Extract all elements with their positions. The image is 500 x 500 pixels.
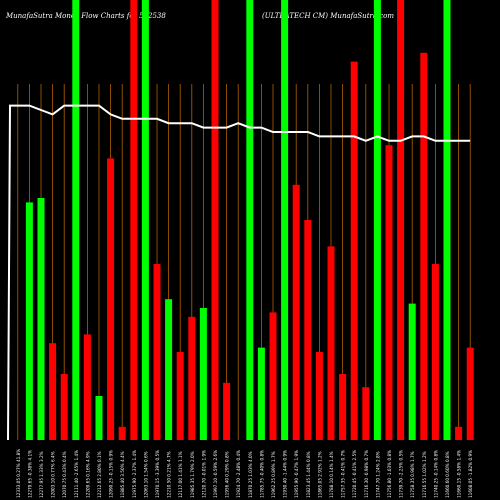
x-tick-label: 12070.75 0.43% 0.4% — [62, 451, 67, 498]
bar — [72, 0, 80, 440]
x-tick-label: 11870.25 1.03% 4.0% — [248, 451, 253, 498]
x-tick-label: 11924.70 -2.48% 0.4% — [236, 450, 241, 498]
x-tick-label: 12277.95 1.33% 3.2% — [39, 451, 44, 498]
x-tick-label: 12063.10 1.54% 0.6% — [143, 451, 148, 498]
x-tick-label: 11788.10 0.14% 1.4% — [329, 451, 334, 498]
bar — [165, 299, 173, 440]
x-tick-label: 11660.15 -0.58% 1.4% — [457, 450, 462, 498]
bars — [25, 0, 474, 441]
bar — [176, 352, 184, 440]
x-tick-label: 12090.25 -0.15% 0.9% — [109, 450, 114, 498]
x-tick-label: 11962.25 0.89% 1.7% — [271, 451, 276, 498]
bar — [223, 382, 231, 440]
x-tick-label: 12003.10 0.77% 6.4% — [51, 451, 56, 498]
bar — [315, 352, 323, 440]
x-tick-label: 11955.90 -0.47% 1.9% — [294, 450, 299, 498]
bar — [281, 0, 289, 440]
bar — [60, 374, 68, 440]
bar — [466, 347, 474, 440]
bar — [118, 426, 126, 440]
bar — [211, 0, 219, 440]
x-tick-label: 11885.40 3.50% 4.4% — [120, 451, 125, 498]
x-tick-label: 12279.65 -0.38% 4.1% — [27, 450, 32, 498]
x-tick-label: 11739.70 -2.25% 0.5% — [399, 450, 404, 498]
bar — [246, 0, 254, 440]
x-tick-label: 11660.60 0.60% 0.8% — [445, 451, 450, 498]
bar — [362, 387, 370, 440]
money-flow-line — [7, 104, 471, 441]
bar — [431, 264, 439, 440]
x-tick-label: 11608.05 -1.82% 0.9% — [468, 450, 473, 498]
x-tick-label: 12209.65 0.16% 4.9% — [85, 451, 90, 498]
x-tick-label: 11740.25 -0.14% 0.8% — [433, 450, 438, 498]
x-tick-label: 12111.40 -2.65% 1.4% — [74, 450, 79, 498]
bar — [199, 308, 207, 440]
bar — [420, 52, 428, 441]
x-tick-label: 11997.10 -0.59% 2.6% — [213, 450, 218, 498]
bar — [141, 0, 149, 440]
bar — [257, 347, 265, 440]
x-tick-label: 11930.40 -1.44% 0.9% — [283, 450, 288, 498]
bar — [385, 145, 393, 440]
x-tick-label: 11747.70 1.24% 2.8% — [375, 451, 380, 498]
x-tick-label: 11785.75 -0.40% 0.8% — [259, 450, 264, 498]
bar — [339, 374, 347, 440]
x-tick-label: 11757.35 -0.41% 0.7% — [341, 450, 346, 498]
x-tick-label: 11865.05 2.92% 1.2% — [317, 451, 322, 498]
x-tick-label: 11716.55 1.02% 1.2% — [422, 451, 427, 498]
bar — [350, 61, 358, 440]
x-tick-label: 11970.15 -3.39% 0.5% — [155, 450, 160, 498]
x-tick-label: 12333.05 0.27% 41.8% — [16, 449, 21, 498]
bar — [408, 303, 416, 440]
x-tick-label: 12210.50 0.21% 4.7% — [167, 451, 172, 498]
bar — [49, 343, 57, 440]
bar — [83, 334, 91, 440]
bar — [327, 246, 335, 440]
x-tick-label: 12212.65 2.80% 0.1% — [97, 451, 102, 498]
x-tick-label: 11716.30 -0.98% 0.7% — [364, 450, 369, 498]
bar — [443, 0, 451, 440]
x-tick-label: 12120.70 -0.01% 1.9% — [201, 450, 206, 498]
x-tick-label: 11956.40 0.29% 0.8% — [225, 451, 230, 498]
bar — [107, 158, 115, 440]
bar — [95, 396, 103, 440]
bar — [455, 426, 463, 440]
x-tick-label: 11720.45 -0.41% 2.5% — [352, 450, 357, 498]
x-tick-label: 11975.90 -2.37% 1.4% — [132, 450, 137, 498]
bar — [153, 264, 161, 440]
x-tick-label: 11756.80 -1.03% 0.8% — [387, 450, 392, 498]
bar — [304, 220, 312, 440]
bar — [25, 202, 33, 440]
x-tick-label: 11985.35 1.79% 2.0% — [190, 451, 195, 498]
bar — [37, 198, 45, 440]
bar — [292, 184, 300, 440]
x-tick-labels: 12333.05 0.27% 41.8% 12279.65 -0.38% 4.1%… — [16, 449, 473, 498]
x-tick-label: 12117.00 1.41% 1.1% — [178, 451, 183, 498]
x-tick-label: 11758.35 0.98% 1.7% — [410, 451, 415, 498]
x-tick-label: 11823.45 1.44% 0.8% — [306, 451, 311, 498]
bar — [373, 0, 381, 440]
bar — [269, 312, 277, 440]
bar — [188, 316, 196, 440]
bar — [130, 0, 138, 440]
bar — [397, 0, 405, 440]
